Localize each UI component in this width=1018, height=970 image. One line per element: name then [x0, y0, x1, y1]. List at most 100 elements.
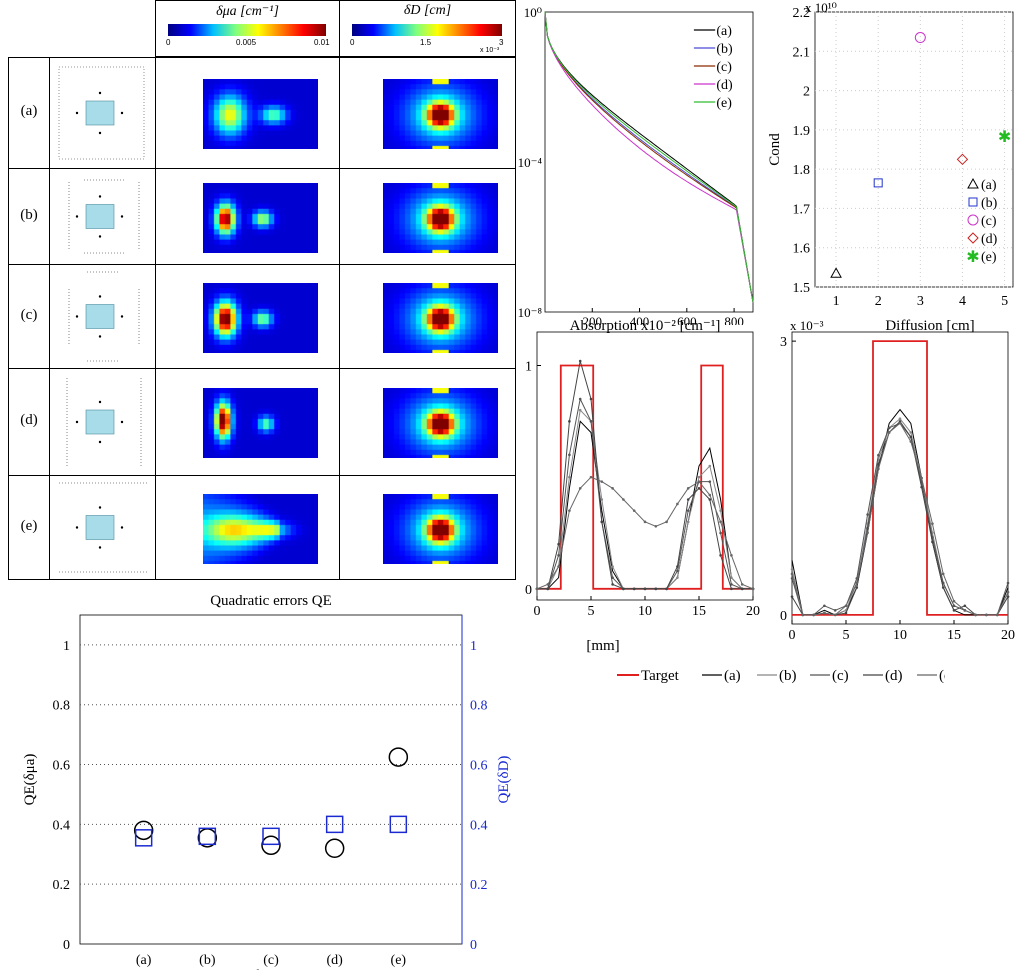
- d-heatmap: [383, 183, 498, 253]
- data-point: [676, 503, 679, 506]
- source-dot: [76, 315, 78, 317]
- source-dot: [76, 526, 78, 528]
- data-point: [877, 454, 880, 457]
- geometry-sketch: [49, 368, 156, 476]
- geometry-sketch: [49, 475, 156, 580]
- header-d-label: δD [cm]: [339, 3, 516, 19]
- legend-label: (c): [981, 214, 997, 229]
- data-point: [536, 588, 539, 591]
- legend-label: (e): [981, 250, 997, 265]
- data-point: [568, 509, 571, 512]
- legend-label: (e): [716, 96, 732, 111]
- profile-legend: Target(a)(b)(c)(d)(e): [615, 662, 945, 688]
- chart-title: Diffusion [cm]: [885, 318, 974, 334]
- legend-label: (a): [981, 178, 997, 193]
- legend-label: (b): [716, 42, 733, 57]
- data-point: [957, 154, 967, 164]
- source-dot: [99, 92, 101, 94]
- legend-marker: [968, 215, 978, 225]
- data-point: [601, 521, 604, 524]
- series-line: [792, 423, 1008, 615]
- data-point: [262, 836, 280, 854]
- data-point: [622, 498, 625, 501]
- data-point: [611, 583, 614, 586]
- diffusion-profile-chart: 0 5 10 15 20 0 3 Diffusion [cm] x 10⁻³: [770, 312, 1018, 662]
- data-point: [719, 554, 722, 557]
- data-point: [802, 614, 805, 617]
- legend-label: (d): [981, 232, 998, 247]
- x-tick-label: 0: [789, 628, 796, 643]
- source-dot: [99, 295, 101, 297]
- geometry-sketch: [49, 168, 156, 265]
- data-point: [687, 509, 690, 512]
- y-tick-label: 10⁰: [524, 5, 542, 20]
- data-point: [953, 604, 956, 607]
- y2-axis-label: QE(δD): [496, 756, 512, 804]
- data-point: [910, 431, 913, 434]
- data-point: [866, 531, 869, 534]
- row-label: (d): [8, 412, 50, 429]
- plot-frame: [545, 12, 753, 312]
- data-point: [568, 420, 571, 423]
- cb-mu-tick-1: 0.005: [236, 38, 256, 47]
- data-point: [741, 583, 744, 586]
- cond-chart: 1.51.61.71.81.922.12.21 2 3 4 5x 10¹⁰Cond(a)…: [765, 0, 1018, 335]
- source-dot: [121, 112, 123, 114]
- y-tick-label: 1.6: [793, 242, 811, 257]
- series-line: [792, 423, 1008, 615]
- data-point: [698, 480, 701, 483]
- source-dot: [76, 215, 78, 217]
- x-tick-label: 5: [843, 628, 850, 643]
- legend-label: (a): [716, 24, 732, 39]
- legend-marker: ✱: [966, 249, 979, 266]
- data-point: [942, 573, 945, 576]
- x-tick-label: 3: [917, 294, 924, 309]
- y-tick-label: 0: [780, 609, 787, 624]
- data-point: [719, 509, 722, 512]
- data-point: [791, 568, 794, 571]
- header-mu-label: δμa [cm⁻¹]: [155, 3, 340, 20]
- data-point: [633, 588, 636, 591]
- mu-heatmap: [203, 79, 318, 149]
- mu-heatmap: [203, 283, 318, 353]
- row-label: (b): [8, 207, 50, 224]
- data-point: [730, 554, 733, 557]
- y-tick-label: 2: [803, 85, 810, 100]
- y2-tick-label: 0.2: [470, 878, 488, 893]
- cb-d-tick-2: 3: [499, 38, 503, 47]
- data-point: [568, 476, 571, 479]
- data-point: [942, 586, 945, 589]
- legend-marker: [968, 233, 978, 243]
- data-point: [698, 476, 701, 479]
- x-tick-label: 2: [875, 294, 882, 309]
- data-point: [974, 614, 977, 617]
- x-tick-label: (c): [263, 953, 279, 968]
- source-dot: [99, 335, 101, 337]
- series-line: [792, 341, 1008, 615]
- data-point: [687, 498, 690, 501]
- source-dot: [99, 235, 101, 237]
- data-point: [709, 494, 712, 497]
- data-point: [791, 595, 794, 598]
- data-point: [823, 604, 826, 607]
- data-point: [812, 614, 815, 617]
- data-point: [579, 360, 582, 363]
- data-point: [709, 465, 712, 468]
- y-tick-label: 0.2: [53, 878, 71, 893]
- x-tick-label: 5: [588, 604, 595, 619]
- chart-title: Absorption x10⁻² [cm⁻¹]: [570, 318, 721, 334]
- x-axis-label: [mm]: [586, 638, 619, 654]
- data-point: [676, 570, 679, 573]
- data-point: [665, 521, 668, 524]
- data-point: [719, 521, 722, 524]
- x-tick-label: 15: [692, 604, 706, 619]
- legend-label: (b): [981, 196, 998, 211]
- x-tick-label: 20: [746, 604, 760, 619]
- data-point: [389, 748, 407, 766]
- legend-marker: [969, 198, 977, 206]
- legend-label: (e): [939, 668, 945, 684]
- data-point: [888, 431, 891, 434]
- data-point: [611, 487, 614, 490]
- data-point: [985, 614, 988, 617]
- cb-mu-tick-2: 0.01: [314, 38, 330, 47]
